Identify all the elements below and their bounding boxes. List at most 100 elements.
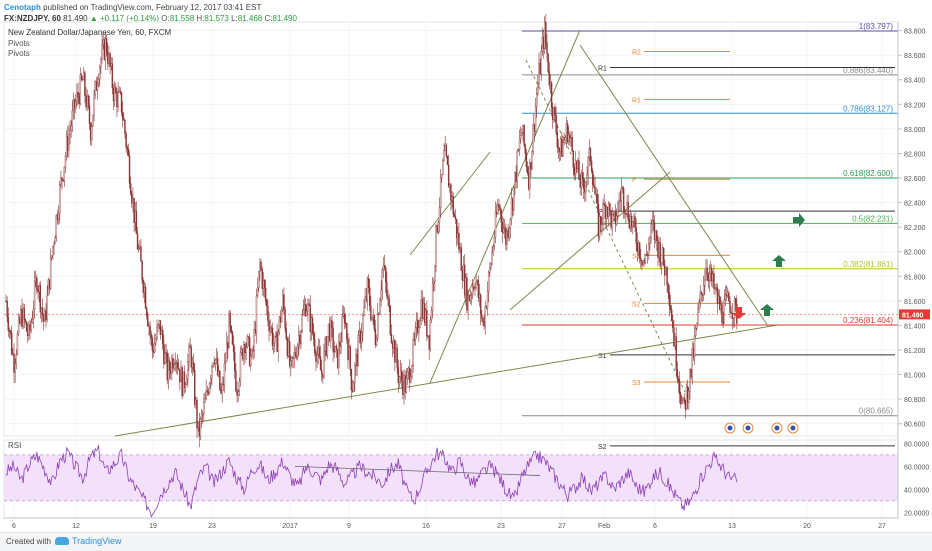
candle-body	[732, 317, 735, 319]
candle-body	[242, 348, 244, 360]
candle-body	[381, 269, 383, 291]
candle-body	[581, 172, 584, 179]
candle-body	[269, 328, 271, 332]
legend-pivots-2: Pivots	[8, 49, 30, 58]
candle-body	[323, 350, 325, 378]
candle-body	[691, 348, 693, 378]
candle-body	[557, 146, 560, 149]
candle-body	[294, 352, 297, 357]
candle-body	[697, 308, 699, 324]
candle-body	[436, 225, 438, 233]
price-tick-label: 81.600	[904, 299, 926, 306]
candle-body	[538, 62, 540, 84]
candle-body	[33, 280, 36, 310]
candle-body	[52, 245, 54, 257]
candle-body	[318, 347, 321, 357]
candle-body	[75, 100, 77, 110]
candle-body	[425, 310, 427, 323]
candle-body	[539, 62, 541, 75]
candle-body	[62, 179, 64, 182]
green-arrow-icon	[772, 255, 786, 267]
candle-body	[149, 326, 151, 335]
candle-body	[252, 349, 254, 352]
candle-body	[103, 39, 106, 60]
candle-body	[48, 279, 51, 290]
candle-body	[485, 306, 488, 309]
candle-body	[458, 232, 460, 250]
red-arrow-icon	[732, 307, 746, 319]
candle-body	[454, 216, 457, 220]
price-tick-label: 80.800	[904, 397, 926, 404]
candle-body	[417, 319, 419, 333]
candle-body	[459, 247, 461, 250]
candle-body	[311, 317, 314, 334]
candle-body	[569, 134, 571, 138]
candle-body	[69, 130, 71, 135]
candle-body	[382, 265, 385, 271]
candle-body	[320, 369, 323, 375]
candle-body	[465, 277, 467, 296]
candle-body	[580, 172, 583, 188]
candle-body	[142, 280, 144, 293]
candle-body	[609, 203, 611, 211]
candle-body	[277, 331, 279, 352]
candle-body	[560, 138, 562, 153]
candle-body	[708, 273, 711, 282]
candle-body	[116, 92, 118, 108]
candle-body	[37, 289, 39, 293]
candle-body	[668, 291, 671, 306]
candle-body	[471, 286, 474, 295]
candle-body	[315, 352, 317, 362]
candle-body	[223, 362, 226, 386]
candle-body	[68, 134, 70, 151]
candle-body	[475, 281, 477, 289]
candle-body	[562, 142, 564, 157]
rsi-tick-label: 60.0000	[904, 464, 929, 471]
chart-canvas[interactable]: 1(83.797) 0.886(83.440) 0.786(83.127) 0.618…	[0, 0, 932, 532]
candle-body	[366, 278, 369, 301]
candle-body	[239, 352, 242, 382]
candle-body	[549, 82, 552, 86]
candle-body	[438, 207, 441, 223]
price-tick-label: 83.800	[904, 29, 926, 36]
candle-body	[141, 261, 143, 281]
footer: Created with TradingView	[0, 532, 932, 551]
author-name[interactable]: Cenotaph	[4, 3, 41, 12]
candle-body	[722, 321, 724, 324]
candle-body	[729, 300, 731, 313]
candle-body	[723, 299, 725, 324]
candle-body	[702, 285, 705, 296]
candle-body	[523, 125, 525, 146]
time-tick-label: 9	[347, 523, 351, 530]
candle-body	[87, 95, 90, 106]
candle-body	[276, 332, 278, 352]
trend-line	[409, 151, 491, 256]
candle-body	[373, 315, 375, 330]
candle-body	[696, 322, 698, 329]
open-value: 81.558	[169, 14, 195, 23]
candle-body	[411, 365, 413, 377]
candle-body	[415, 319, 418, 328]
candle-body	[14, 363, 16, 373]
candle-body	[437, 221, 440, 233]
tradingview-brand[interactable]: TradingView	[72, 536, 122, 546]
candle-body	[612, 214, 615, 216]
candle-body	[279, 316, 282, 323]
candle-body	[91, 126, 93, 141]
candle-body	[706, 267, 708, 276]
candle-body	[372, 315, 374, 318]
candle-body	[173, 364, 175, 369]
candle-body	[359, 330, 362, 344]
candle-body	[256, 287, 259, 296]
pivot-label: R1	[598, 65, 607, 72]
candle-body	[492, 246, 494, 253]
candle-body	[699, 292, 701, 303]
candle-body	[175, 362, 178, 364]
candle-body	[409, 367, 411, 383]
candle-body	[423, 303, 426, 323]
candle-body	[159, 320, 162, 335]
candle-body	[659, 242, 661, 267]
candle-body	[550, 82, 553, 108]
candle-body	[120, 91, 123, 113]
candle-body	[123, 118, 125, 121]
